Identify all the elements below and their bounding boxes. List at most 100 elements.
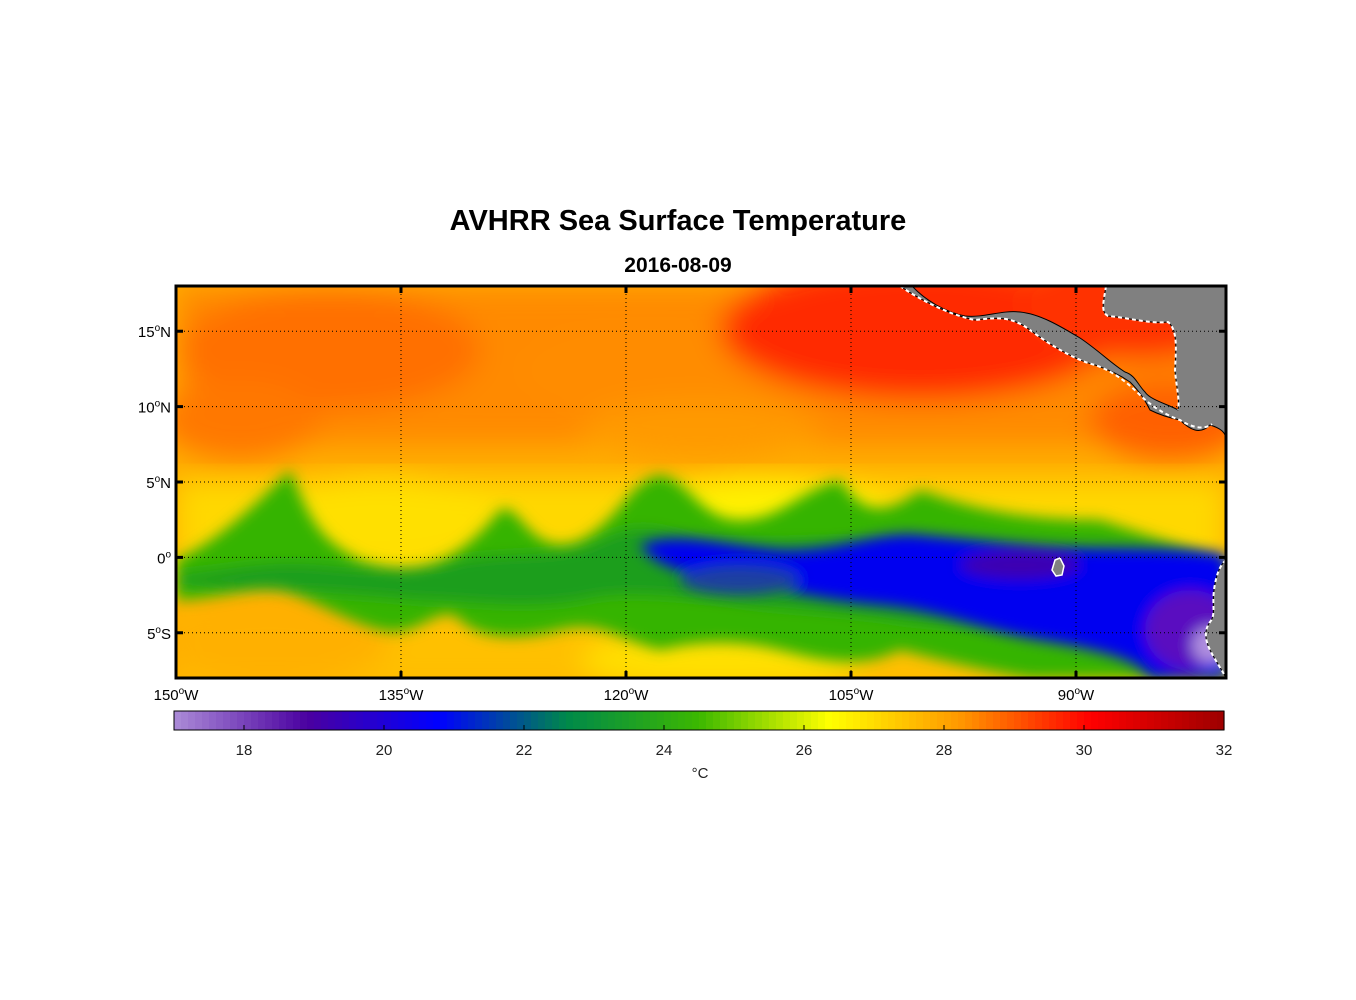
colorbar-swatch (1154, 711, 1162, 730)
colorbar-swatch (517, 711, 525, 730)
colorbar-swatch (293, 711, 301, 730)
colorbar-swatch (1000, 711, 1008, 730)
lat-label-3: 0o (157, 549, 171, 567)
colorbar-tick-label-1: 20 (376, 742, 393, 759)
lon-label-4: 90oW (1058, 686, 1095, 704)
colorbar-swatch (944, 711, 952, 730)
central-america-coast-east (1102, 286, 1180, 411)
colorbar-tick-label-5: 28 (936, 742, 953, 759)
colorbar-swatch (209, 711, 217, 730)
colorbar-swatch (1147, 711, 1155, 730)
colorbar-swatch (188, 711, 196, 730)
figure-date: 2016-08-09 (624, 254, 732, 277)
colorbar-swatch (300, 711, 308, 730)
lat-label-1: 10oN (138, 399, 171, 417)
colorbar-swatch (363, 711, 371, 730)
colorbar-swatch (1084, 711, 1092, 730)
colorbar-swatch (853, 711, 861, 730)
colorbar-tick-label-2: 22 (516, 742, 533, 759)
colorbar-swatch (664, 711, 672, 730)
colorbar-swatch (1182, 711, 1190, 730)
galapagos-island (1051, 557, 1065, 577)
colorbar-swatch (405, 711, 413, 730)
colorbar-swatch (223, 711, 231, 730)
colorbar-swatch (272, 711, 280, 730)
colorbar-swatch (811, 711, 819, 730)
colorbar-swatch (1070, 711, 1078, 730)
colorbar-swatch (965, 711, 973, 730)
colorbar-swatch (587, 711, 595, 730)
colorbar-swatch (601, 711, 609, 730)
colorbar-swatch (475, 711, 483, 730)
colorbar-swatch (699, 711, 707, 730)
colorbar-swatch (1189, 711, 1197, 730)
colorbar (173, 710, 1225, 731)
colorbar-swatch (538, 711, 546, 730)
colorbar-swatch (657, 711, 665, 730)
colorbar-swatch (923, 711, 931, 730)
colorbar-swatch (930, 711, 938, 730)
colorbar-swatch (825, 711, 833, 730)
colorbar-swatch (818, 711, 826, 730)
colorbar-swatch (433, 711, 441, 730)
colorbar-swatch (727, 711, 735, 730)
colorbar-swatch (468, 711, 476, 730)
colorbar-swatch (846, 711, 854, 730)
colorbar-swatch (1140, 711, 1148, 730)
colorbar-swatch (321, 711, 329, 730)
colorbar-swatch (1126, 711, 1134, 730)
colorbar-swatch (181, 711, 189, 730)
colorbar-swatch (1049, 711, 1057, 730)
colorbar-swatch (398, 711, 406, 730)
colorbar-swatch (692, 711, 700, 730)
colorbar-swatch (244, 711, 252, 730)
colorbar-swatch (384, 711, 392, 730)
colorbar-swatch (195, 711, 203, 730)
colorbar-swatch (1210, 711, 1218, 730)
colorbar-swatch (881, 711, 889, 730)
colorbar-swatch (902, 711, 910, 730)
colorbar-swatch (1042, 711, 1050, 730)
colorbar-swatch (1119, 711, 1127, 730)
colorbar-swatch (888, 711, 896, 730)
colorbar-swatch (874, 711, 882, 730)
colorbar-swatch (1196, 711, 1204, 730)
colorbar-swatch (706, 711, 714, 730)
lat-label-4: 5oS (147, 625, 171, 643)
colorbar-swatch (769, 711, 777, 730)
lon-label-2: 120oW (604, 686, 650, 704)
colorbar-swatch (1217, 711, 1225, 730)
colorbar-swatch (335, 711, 343, 730)
lat-label-2: 5oN (146, 474, 171, 492)
colorbar-swatch (958, 711, 966, 730)
colorbar-swatch (678, 711, 686, 730)
colorbar-swatch (713, 711, 721, 730)
colorbar-swatch (230, 711, 238, 730)
colorbar-swatch (860, 711, 868, 730)
colorbar-swatch (1063, 711, 1071, 730)
colorbar-swatch (1014, 711, 1022, 730)
colorbar-swatch (573, 711, 581, 730)
colorbar-swatch (412, 711, 420, 730)
colorbar-swatch (615, 711, 623, 730)
lon-label-1: 135oW (379, 686, 425, 704)
colorbar-swatch (1168, 711, 1176, 730)
colorbar-swatch (993, 711, 1001, 730)
colorbar-tick-label-4: 26 (796, 742, 813, 759)
colorbar-swatch (391, 711, 399, 730)
colorbar-swatch (377, 711, 385, 730)
colorbar-tick-label-0: 18 (236, 742, 253, 759)
colorbar-swatch (804, 711, 812, 730)
colorbar-swatch (524, 711, 532, 730)
colorbar-swatch (328, 711, 336, 730)
colorbar-swatch (489, 711, 497, 730)
colorbar-tick-label-6: 30 (1076, 742, 1093, 759)
colorbar-swatch (1035, 711, 1043, 730)
colorbar-swatch (832, 711, 840, 730)
colorbar-swatch (419, 711, 427, 730)
colorbar-swatch (216, 711, 224, 730)
colorbar-swatch (342, 711, 350, 730)
colorbar-swatch (720, 711, 728, 730)
colorbar-swatch (258, 711, 266, 730)
